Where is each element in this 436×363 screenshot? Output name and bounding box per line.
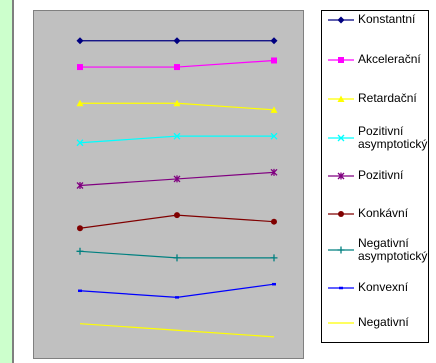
legend-item-1: Akcelerační — [322, 53, 430, 89]
legend-label-4: Pozitivní — [358, 168, 404, 182]
data-point-6-1 — [173, 254, 181, 262]
legend-swatch-5 — [328, 211, 354, 217]
series-line-7 — [79, 283, 275, 298]
plot-svg — [76, 37, 278, 338]
legend-label-5: Konkávní — [358, 206, 409, 220]
data-point-2-2 — [270, 106, 278, 113]
series-1 — [77, 57, 277, 71]
data-point-3-2 — [270, 132, 278, 140]
legend-swatch-2 — [328, 95, 354, 102]
legend-label-2: Retardační — [358, 91, 417, 105]
data-point-4-1 — [173, 175, 181, 183]
legend-swatch-marker-4 — [337, 172, 345, 180]
data-point-2-1 — [173, 99, 181, 107]
series-4 — [76, 168, 278, 189]
data-point-0-0 — [76, 37, 84, 45]
legend-swatch-marker-3 — [337, 134, 345, 142]
series-8 — [79, 323, 275, 338]
legend-swatch-marker-5 — [338, 211, 344, 217]
data-point-0-2 — [270, 37, 278, 45]
data-point-3-1 — [173, 132, 181, 140]
series-2 — [76, 99, 278, 113]
series-5 — [77, 212, 277, 232]
data-point-5-1 — [174, 212, 180, 219]
legend: Konstantní Akcelerační Retardační Pozitivní… — [321, 10, 429, 343]
legend-item-4: Pozitivní — [322, 169, 430, 205]
data-point-5-2 — [271, 218, 277, 225]
legend-swatch-4 — [328, 172, 354, 180]
data-point-6-2 — [270, 254, 278, 262]
series-7 — [78, 282, 276, 299]
series-0 — [76, 37, 278, 45]
legend-item-8: Negativní — [322, 316, 430, 352]
legend-item-5: Konkávní — [322, 207, 430, 243]
data-point-4-0 — [76, 182, 84, 189]
legend-swatch-marker-6 — [337, 246, 345, 254]
legend-swatch-marker-0 — [337, 16, 345, 24]
legend-swatch-1 — [328, 57, 354, 63]
series-line-3 — [79, 135, 274, 144]
data-point-1-0 — [77, 64, 83, 71]
legend-swatch-6 — [328, 246, 354, 254]
data-point-1-1 — [174, 64, 180, 71]
legend-item-2: Retardační — [322, 92, 430, 128]
plot-area — [33, 10, 304, 359]
data-point-3-0 — [76, 139, 84, 147]
legend-item-7: Konvexní — [322, 281, 430, 317]
legend-item-0: Konstantní — [322, 13, 430, 49]
legend-swatch-marker-2 — [337, 95, 345, 102]
legend-swatch-8 — [328, 322, 354, 324]
data-point-6-0 — [76, 247, 84, 255]
legend-label-7: Konvexní — [358, 280, 409, 294]
legend-label-3: Pozitivní asymptotický — [358, 124, 428, 151]
data-point-4-2 — [270, 168, 278, 176]
legend-label-6: Negativní asymptotický — [358, 236, 428, 263]
legend-label-1: Akcelerační — [358, 52, 421, 66]
series-3 — [76, 132, 278, 147]
left-border-rule — [12, 0, 14, 363]
legend-label-0: Konstantní — [358, 12, 416, 26]
legend-swatch-0 — [328, 16, 354, 24]
data-point-5-0 — [77, 225, 83, 232]
legend-item-3: Pozitivní asymptotický — [322, 125, 430, 161]
series-line-8 — [79, 323, 275, 338]
legend-item-6: Negativní asymptotický — [322, 237, 430, 273]
legend-swatch-marker-1 — [338, 57, 344, 63]
legend-label-8: Negativní — [358, 315, 409, 329]
series-6 — [76, 247, 278, 262]
data-point-0-1 — [173, 37, 181, 45]
legend-swatch-3 — [328, 134, 354, 142]
data-point-1-2 — [271, 57, 277, 64]
chart-container: Konstantní Akcelerační Retardační Pozitivní… — [14, 0, 436, 363]
legend-swatch-7 — [328, 286, 354, 290]
data-point-2-0 — [76, 99, 84, 107]
